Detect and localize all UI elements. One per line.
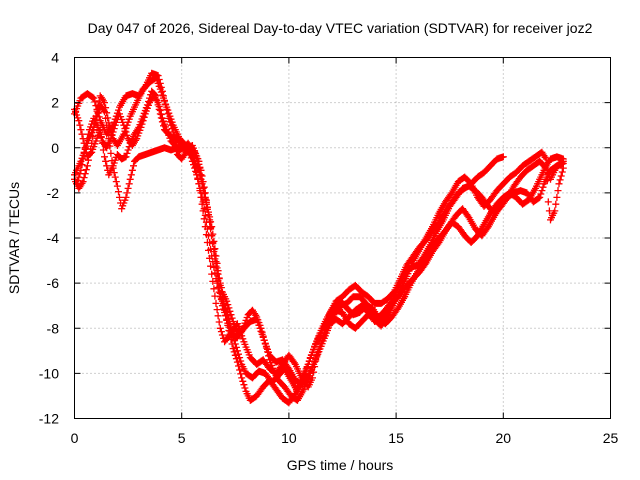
series-track-5 <box>73 92 567 404</box>
y-tick-label: -2 <box>47 185 60 201</box>
y-tick-label: -12 <box>39 411 59 427</box>
y-tick-label: -8 <box>47 320 60 336</box>
x-tick-label: 0 <box>71 430 79 446</box>
x-tick-label: 25 <box>603 430 619 446</box>
x-tick-label: 5 <box>178 430 186 446</box>
y-axis-title: SDTVAR / TECUs <box>6 182 22 294</box>
x-tick-label: 15 <box>388 430 404 446</box>
plus-markers <box>73 92 567 404</box>
y-tick-label: 2 <box>51 95 59 111</box>
grid <box>74 57 611 419</box>
axis-ticks <box>74 57 611 419</box>
y-tick-label: -6 <box>47 275 60 291</box>
x-tick-label: 20 <box>496 430 512 446</box>
chart-title: Day 047 of 2026, Sidereal Day-to-day VTE… <box>88 20 593 36</box>
x-tick-labels: 0 5 10 15 20 25 <box>71 430 619 446</box>
y-tick-label: 4 <box>51 50 59 66</box>
y-tick-label: -4 <box>47 230 60 246</box>
x-axis-title: GPS time / hours <box>287 457 394 473</box>
y-tick-label: -10 <box>39 365 59 381</box>
y-tick-label: 0 <box>51 140 59 156</box>
x-tick-label: 10 <box>281 430 297 446</box>
y-tick-labels: -12 -10 -8 -6 -4 -2 0 2 4 <box>39 50 59 427</box>
